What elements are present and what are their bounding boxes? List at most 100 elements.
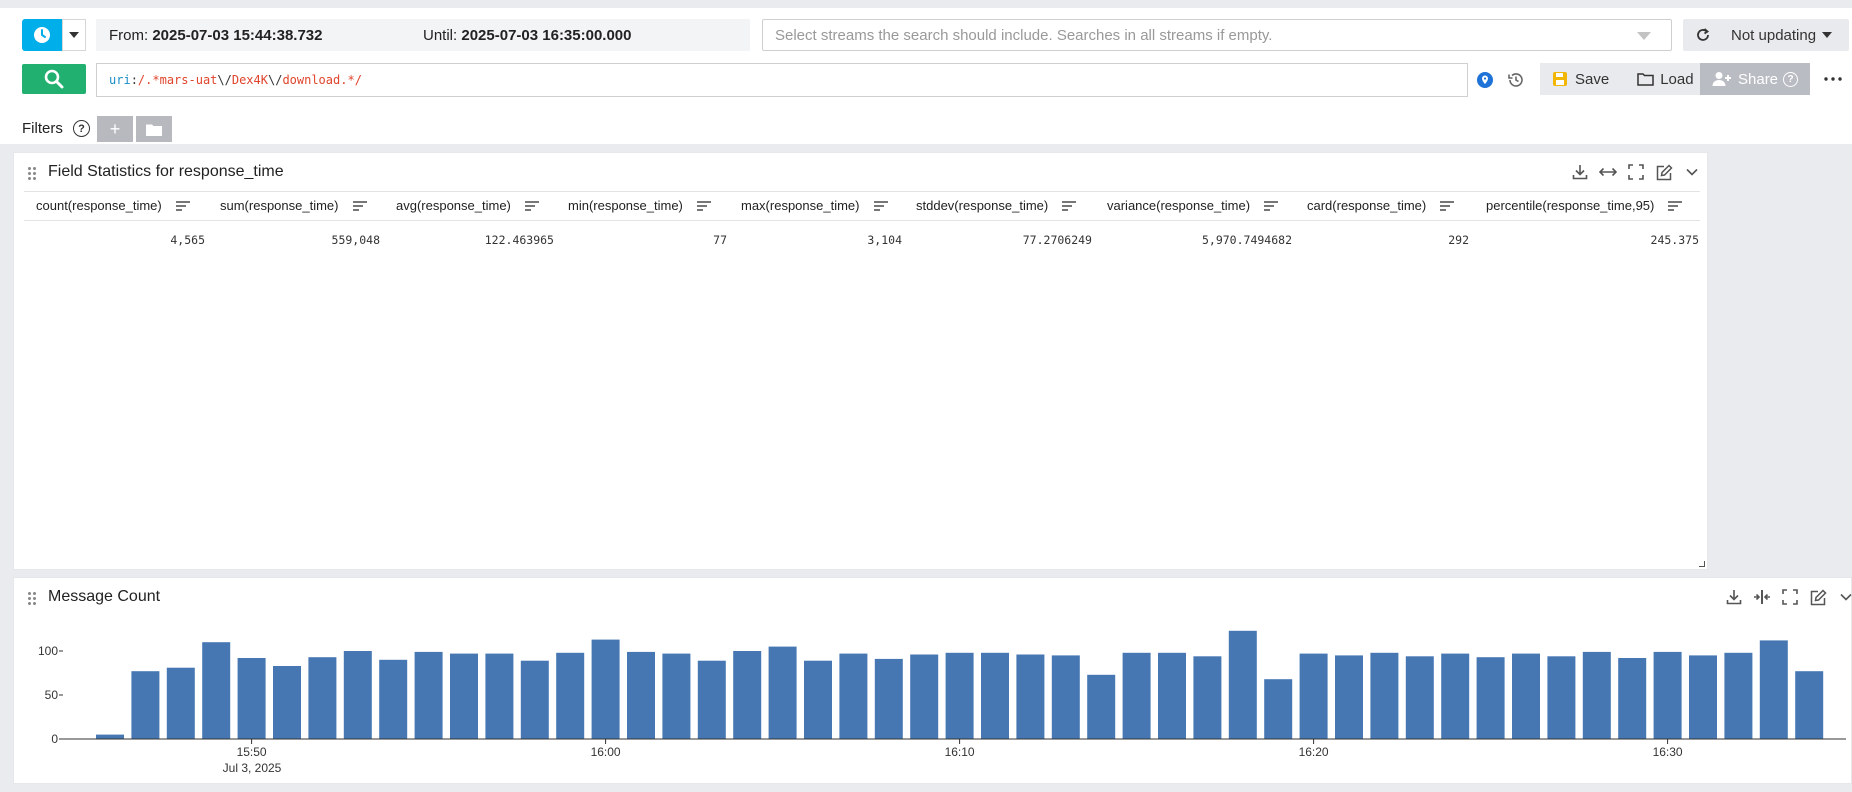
- chart-bar-16:00[interactable]: [591, 639, 620, 739]
- chart-bar-16:22[interactable]: [1370, 652, 1399, 739]
- chart-bar-16:09[interactable]: [910, 654, 939, 740]
- chart-bar-16:16[interactable]: [1158, 652, 1186, 739]
- chart-bar-15:47[interactable]: [131, 671, 160, 739]
- chart-bar-16:23[interactable]: [1405, 656, 1434, 739]
- sort-icon[interactable]: [1264, 199, 1279, 213]
- sort-icon[interactable]: [352, 199, 367, 213]
- chart-bar-16:24[interactable]: [1441, 653, 1470, 739]
- chart-bar-15:50[interactable]: [237, 658, 266, 739]
- chart-bar-16:29[interactable]: [1618, 658, 1647, 739]
- history-icon[interactable]: [1506, 70, 1526, 90]
- add-filter-button[interactable]: +: [97, 116, 133, 142]
- chevron-down-icon[interactable]: [1681, 161, 1703, 183]
- chart-bar-16:06[interactable]: [804, 660, 832, 739]
- share-button[interactable]: Share ?: [1700, 63, 1810, 95]
- column-header[interactable]: sum(response_time): [220, 198, 367, 213]
- refresh-dropdown[interactable]: Not updating: [1683, 19, 1849, 51]
- download-icon[interactable]: [1569, 161, 1591, 183]
- chart-bar-16:15[interactable]: [1122, 652, 1151, 739]
- chart-bar-15:49[interactable]: [202, 642, 231, 739]
- chart-bar-16:13[interactable]: [1051, 655, 1080, 739]
- chart-bar-15:58[interactable]: [520, 660, 549, 739]
- chart-bar-16:02[interactable]: [662, 653, 691, 739]
- chevron-down-icon: [1637, 32, 1651, 40]
- chart-bar-16:28[interactable]: [1582, 651, 1611, 739]
- chart-bar-15:55[interactable]: [414, 651, 443, 739]
- chart-bar-15:59[interactable]: [556, 652, 585, 739]
- chart-bar-16:11[interactable]: [981, 652, 1009, 739]
- chart-bar-15:48[interactable]: [166, 667, 195, 739]
- chart-bar-15:52[interactable]: [308, 657, 337, 739]
- column-header[interactable]: stddev(response_time): [916, 198, 1077, 213]
- sort-icon[interactable]: [696, 199, 711, 213]
- chart-bar-16:34[interactable]: [1795, 671, 1824, 739]
- more-actions-button[interactable]: [1816, 63, 1850, 95]
- chart-bar-15:53[interactable]: [343, 651, 372, 739]
- chart-bar-16:25[interactable]: [1476, 657, 1505, 739]
- sort-icon[interactable]: [873, 199, 888, 213]
- edit-icon[interactable]: [1807, 586, 1829, 608]
- save-button[interactable]: Save: [1552, 71, 1609, 88]
- resize-handle-icon[interactable]: [1699, 561, 1705, 567]
- chart-bar-16:30[interactable]: [1653, 651, 1682, 739]
- search-button[interactable]: [22, 64, 86, 94]
- chart-bar-16:19[interactable]: [1264, 679, 1293, 739]
- chart-bar-16:14[interactable]: [1087, 674, 1116, 739]
- chart-bar-16:32[interactable]: [1724, 652, 1753, 739]
- streams-select[interactable]: Select streams the search should include…: [762, 19, 1672, 51]
- time-range-display[interactable]: From: 2025-07-03 15:44:38.732 Until: 202…: [96, 19, 750, 51]
- chart-bar-16:26[interactable]: [1512, 653, 1540, 739]
- chart-bar-16:33[interactable]: [1759, 640, 1788, 739]
- fullscreen-icon[interactable]: [1779, 586, 1801, 608]
- chart-bar-16:20[interactable]: [1299, 653, 1328, 739]
- column-header[interactable]: count(response_time): [36, 198, 190, 213]
- drag-handle-icon[interactable]: [28, 167, 38, 181]
- location-icon[interactable]: [1476, 71, 1494, 89]
- expand-width-icon[interactable]: [1597, 161, 1619, 183]
- sort-icon[interactable]: [524, 199, 539, 213]
- chart-bar-16:17[interactable]: [1193, 656, 1222, 739]
- chart-bar-15:51[interactable]: [273, 666, 301, 739]
- load-button[interactable]: Load: [1637, 71, 1694, 88]
- column-header[interactable]: max(response_time): [741, 198, 888, 213]
- download-icon[interactable]: [1723, 586, 1745, 608]
- compare-icon[interactable]: [1751, 586, 1773, 608]
- chart-bar-16:05[interactable]: [768, 646, 797, 739]
- chart-bar-16:18[interactable]: [1228, 630, 1257, 739]
- chart-bar-16:21[interactable]: [1335, 655, 1363, 739]
- filters-help-icon[interactable]: ?: [73, 120, 90, 137]
- chart-bar-16:31[interactable]: [1689, 655, 1717, 739]
- column-header[interactable]: min(response_time): [568, 198, 711, 213]
- chart-bar-16:08[interactable]: [874, 658, 903, 739]
- chart-bar-15:57[interactable]: [485, 653, 514, 739]
- column-header[interactable]: avg(response_time): [396, 198, 539, 213]
- time-range-button[interactable]: [22, 19, 62, 51]
- chart-bar-16:27[interactable]: [1547, 656, 1576, 739]
- time-range-dropdown[interactable]: [62, 19, 86, 51]
- chart-bar-16:04[interactable]: [733, 651, 762, 739]
- chart-bar-16:12[interactable]: [1016, 654, 1045, 740]
- chart-bar-16:07[interactable]: [839, 653, 868, 739]
- chart-bar-16:01[interactable]: [627, 651, 655, 739]
- chevron-down-icon[interactable]: [1835, 586, 1852, 608]
- chart-bar-16:03[interactable]: [697, 660, 726, 739]
- sort-icon[interactable]: [1062, 199, 1077, 213]
- drag-handle-icon[interactable]: [28, 592, 38, 606]
- until-range: Until: 2025-07-03 16:35:00.000: [423, 27, 632, 44]
- sort-icon[interactable]: [1440, 199, 1455, 213]
- chart-bar-16:10[interactable]: [945, 652, 974, 739]
- fullscreen-icon[interactable]: [1625, 161, 1647, 183]
- sort-icon[interactable]: [175, 199, 190, 213]
- edit-icon[interactable]: [1653, 161, 1675, 183]
- filter-folder-button[interactable]: [136, 116, 172, 142]
- query-input[interactable]: uri: / .*mars-uat \/Dex4K \/download.* /: [96, 63, 1468, 97]
- chart-bar-15:56[interactable]: [450, 653, 478, 739]
- chart-bar-15:46[interactable]: [96, 734, 124, 739]
- column-header[interactable]: variance(response_time): [1107, 198, 1279, 213]
- query-regex-part: Dex4K: [231, 73, 268, 87]
- y-tick-label: 0: [51, 732, 58, 746]
- sort-icon[interactable]: [1668, 199, 1683, 213]
- column-header[interactable]: percentile(response_time,95): [1486, 198, 1683, 213]
- chart-bar-15:54[interactable]: [379, 659, 408, 739]
- column-header[interactable]: card(response_time): [1307, 198, 1455, 213]
